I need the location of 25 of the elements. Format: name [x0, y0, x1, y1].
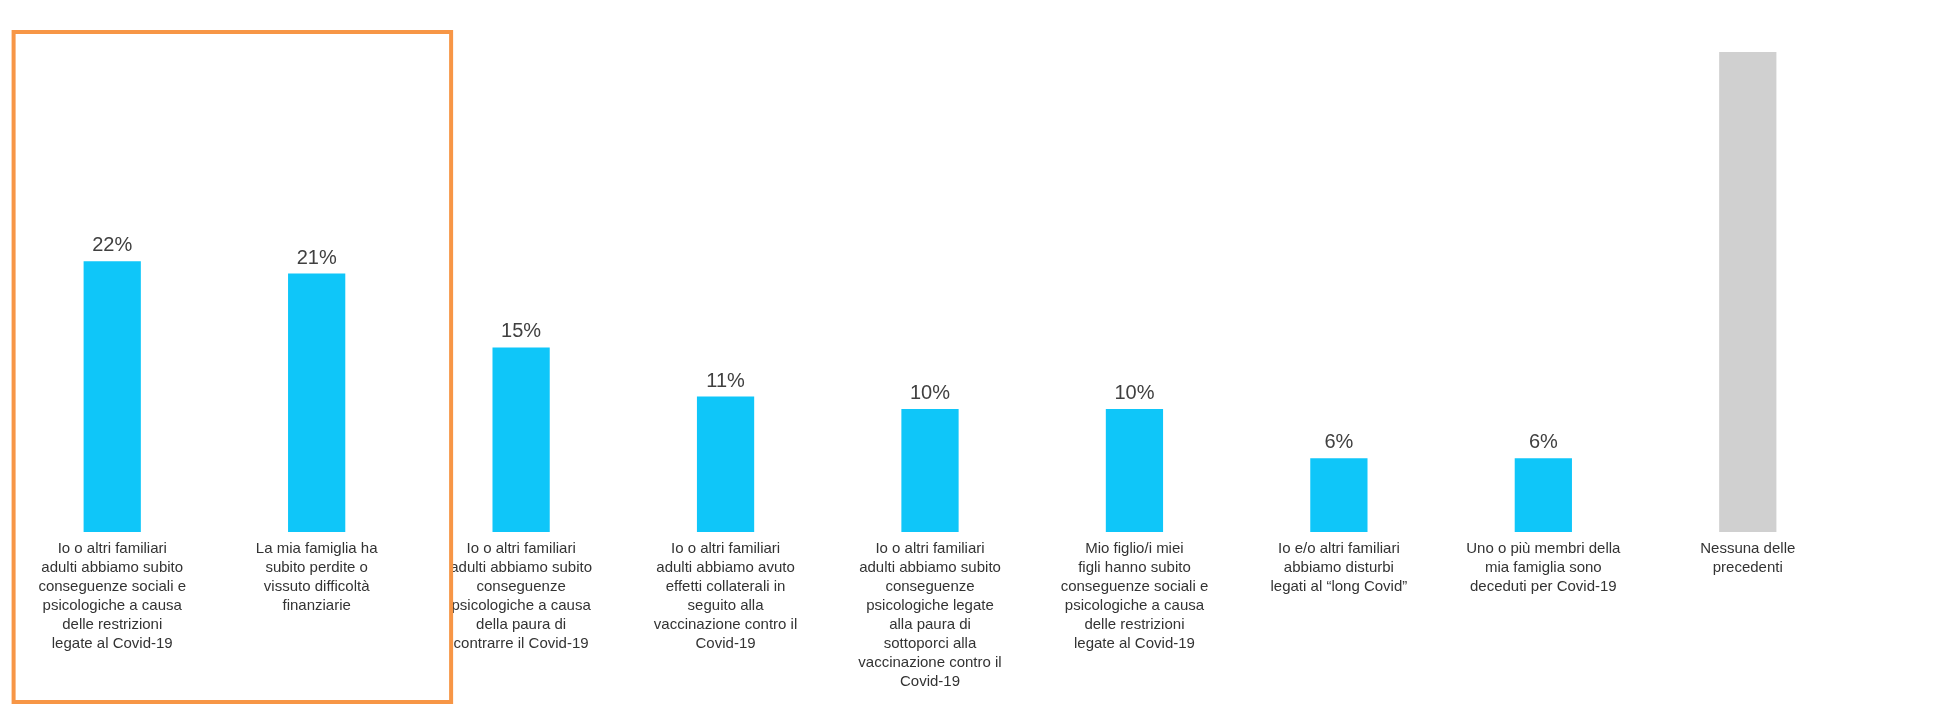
bar — [492, 347, 550, 532]
data-label: 22% — [92, 233, 133, 256]
data-label: 6% — [1324, 430, 1354, 453]
x-tick-label: Io o altri familiari adulti abbiamo subito conseguenze sociali e psicologiche a causa delle restrizioni legate al Covid-19 — [38, 538, 187, 651]
bar — [288, 273, 346, 532]
data-label: 15% — [501, 319, 542, 342]
data-label: 10% — [1114, 380, 1155, 403]
x-tick-label: Nessuna delle precedenti — [1700, 538, 1796, 575]
data-label: 11% — [706, 368, 746, 391]
x-tick-label: Io o altri familiari adulti abbiamo avuto effetti collaterali in seguito alla vaccinazione contro il Covid-19 — [653, 538, 798, 651]
bar — [1310, 458, 1368, 532]
bar — [1719, 52, 1777, 532]
x-tick-label: Mio figlio/i miei figli hanno subito conseguenze sociali e psicologiche a causa delle restrizioni legate al Covid-19 — [1060, 538, 1209, 651]
bar — [901, 408, 959, 532]
data-label: 10% — [909, 380, 951, 403]
data-label: 6% — [1528, 430, 1558, 453]
x-tick-label: Io o altri familiari adulti abbiamo subito conseguenze psicologiche legate alla paura di sottoporci alla vaccinazione contro il Covid-19 — [858, 538, 1002, 689]
data-label: 21% — [296, 245, 337, 268]
bar — [1514, 458, 1572, 532]
x-tick-label: Uno o più membri della mia famiglia sono deceduti per Covid-19 — [1466, 538, 1622, 594]
x-tick-label: La mia famiglia ha subito perdite o vissuto difficoltà finanziarie — [255, 538, 379, 613]
bar — [83, 261, 141, 532]
bar — [1105, 408, 1164, 532]
bar — [696, 396, 755, 532]
x-tick-label: Io e/o altri familiari abbiamo disturbi legati al “long Covid” — [1270, 538, 1408, 594]
